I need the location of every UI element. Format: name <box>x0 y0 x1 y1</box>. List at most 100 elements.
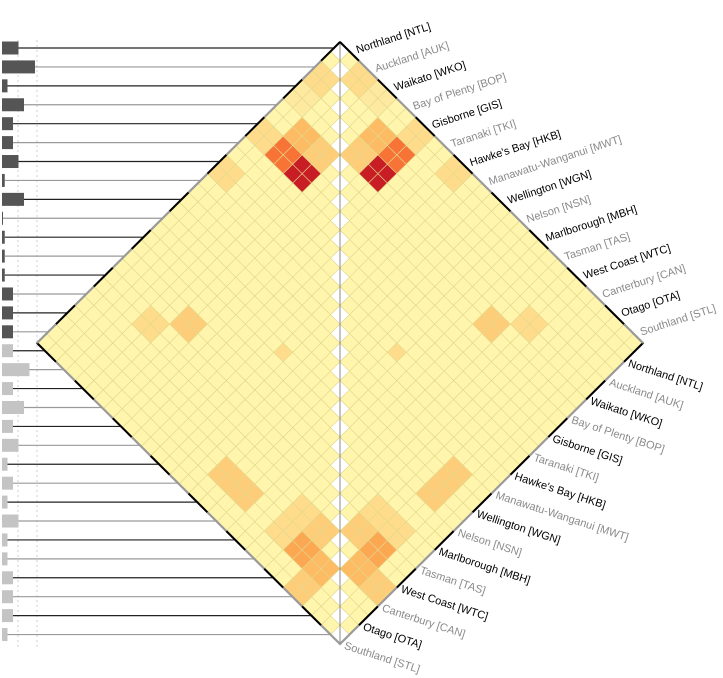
bar <box>2 98 24 112</box>
bar <box>2 590 13 604</box>
bar <box>2 117 13 131</box>
edge-tick <box>55 304 76 325</box>
edge-tick <box>168 473 190 495</box>
edge-tick <box>585 379 606 401</box>
bar <box>2 419 13 433</box>
bar <box>2 192 24 206</box>
region-label: Otago [OTA] <box>620 289 682 319</box>
leader-lines <box>3 47 334 636</box>
edge-tick <box>452 511 474 532</box>
bar <box>2 514 19 528</box>
region-label: Otago [OTA] <box>361 621 423 651</box>
edge-tick <box>301 605 322 626</box>
diamond-frame <box>35 40 645 646</box>
edge-tick <box>509 455 531 476</box>
edge-tick <box>206 154 228 175</box>
edge-tick <box>74 379 95 401</box>
edge-tick <box>377 586 398 608</box>
edge-tick <box>377 78 398 100</box>
edge-tick <box>415 116 436 137</box>
bar <box>2 325 13 339</box>
bar <box>2 438 19 452</box>
edge-tick <box>490 473 512 495</box>
edge-tick <box>93 267 114 288</box>
edge-tick <box>149 210 171 231</box>
edge-tick <box>528 436 550 457</box>
bar <box>2 136 13 150</box>
bar <box>2 211 3 225</box>
edge-tick <box>471 172 493 194</box>
bar <box>2 571 13 585</box>
edge-tick <box>301 60 322 81</box>
bar <box>2 173 5 187</box>
edge-tick <box>490 191 512 213</box>
bar <box>2 249 5 263</box>
bar <box>2 609 13 623</box>
edge-tick <box>528 229 550 250</box>
edge-tick <box>566 267 587 288</box>
edge-tick <box>396 97 417 118</box>
bar <box>2 344 13 358</box>
bar <box>2 476 13 490</box>
edge-tick <box>433 530 455 551</box>
edge-tick <box>187 492 209 514</box>
edge-tick <box>566 398 587 419</box>
edge-tick <box>585 285 606 307</box>
bar <box>2 155 19 169</box>
edge-tick <box>187 172 209 194</box>
edge-tick <box>263 568 284 589</box>
edge-tick <box>74 285 95 307</box>
edge-tick <box>225 530 247 551</box>
edge-tick <box>206 511 228 532</box>
bar <box>2 60 35 74</box>
edge-tick <box>604 304 625 325</box>
edge-tick <box>168 191 190 213</box>
bar <box>2 400 24 414</box>
bar <box>2 79 8 93</box>
edge-tick <box>339 624 360 645</box>
edge-tick <box>244 549 265 570</box>
edge-tick <box>282 586 303 608</box>
bar <box>2 495 8 509</box>
bar <box>2 306 13 320</box>
edge-tick <box>547 417 568 438</box>
edge-tick <box>130 436 152 457</box>
bar <box>2 457 8 471</box>
edge-tick <box>452 154 474 175</box>
bar <box>2 41 19 55</box>
edge-tick <box>358 605 379 626</box>
bar <box>2 533 8 547</box>
edge-tick <box>415 549 436 570</box>
edge-tick <box>320 41 341 62</box>
bar <box>2 628 8 642</box>
edge-tick <box>36 342 57 363</box>
edge-tick <box>471 492 493 514</box>
bar <box>2 268 5 282</box>
edge-tick <box>36 323 57 344</box>
edge-tick <box>604 361 625 382</box>
edge-tick <box>623 323 644 344</box>
edge-tick <box>358 60 379 81</box>
bar <box>2 552 8 566</box>
edge-tick <box>509 210 531 231</box>
edge-tick <box>320 624 341 645</box>
edge-tick <box>93 398 114 419</box>
bar-strips <box>2 40 38 648</box>
edge-tick <box>433 135 455 156</box>
edge-tick <box>55 361 76 382</box>
edge-tick <box>282 78 303 100</box>
edge-tick <box>339 41 360 62</box>
bar <box>2 287 13 301</box>
bar <box>2 363 30 377</box>
edge-tick <box>623 342 644 363</box>
edge-tick <box>263 97 284 118</box>
edge-tick <box>149 455 171 476</box>
bar <box>2 230 5 244</box>
edge-tick <box>112 417 133 438</box>
edge-tick <box>130 229 152 250</box>
edge-tick <box>396 568 417 589</box>
edge-tick <box>225 135 247 156</box>
bar <box>2 382 13 396</box>
edge-tick <box>244 116 265 137</box>
